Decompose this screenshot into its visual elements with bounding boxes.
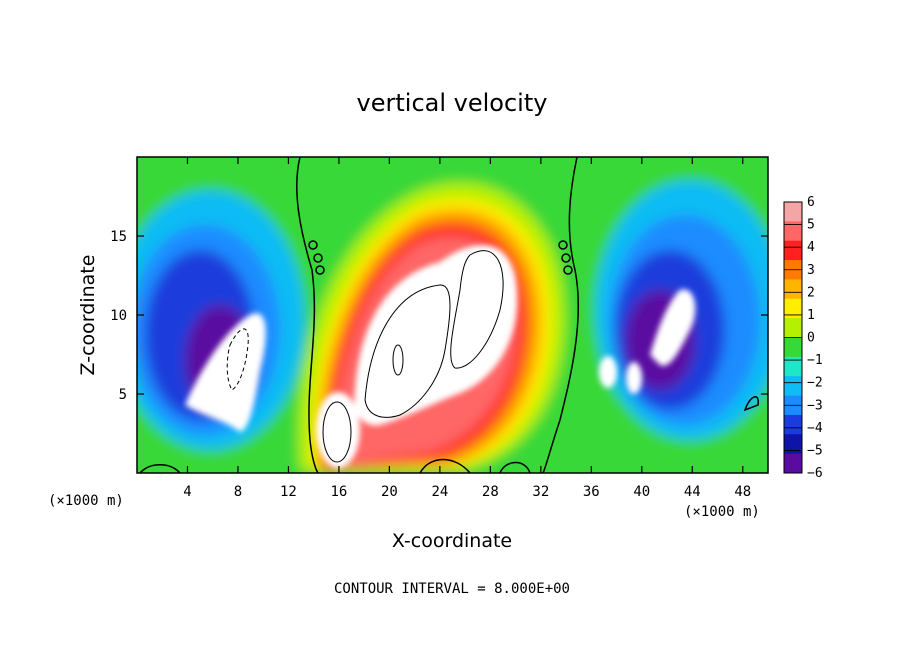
y-tick-label: 10 xyxy=(110,308,127,324)
colorbar-swatch xyxy=(784,434,802,455)
updraft-contour-low xyxy=(322,401,352,463)
x-tick-label: 36 xyxy=(583,484,600,500)
colorbar-tick-label: 6 xyxy=(807,195,815,210)
y-axis-ticks: 5 10 15 xyxy=(110,229,768,403)
colorbar-tick-label: −6 xyxy=(807,466,823,481)
colorbar-swatch xyxy=(784,414,802,435)
colorbar-swatch xyxy=(784,376,802,397)
updraft-contour-small xyxy=(392,344,404,376)
colorbar-tick-label: 5 xyxy=(807,218,815,233)
left-downdraft-contour xyxy=(226,328,249,391)
x-tick-label: 28 xyxy=(482,484,499,500)
x-tick-label: 16 xyxy=(330,484,347,500)
updraft-contour-inner xyxy=(364,284,451,418)
colorbar-tick-label: −4 xyxy=(807,421,823,436)
x-unit-label-left: (×1000 m) xyxy=(48,493,124,509)
x-tick-label: 4 xyxy=(183,484,191,500)
zero-contour-left xyxy=(296,157,319,473)
updraft-core-left-lobe xyxy=(354,245,518,426)
contour-loop xyxy=(743,396,759,412)
colorbar-swatch xyxy=(784,453,802,474)
contour-lines xyxy=(139,157,759,473)
colorbar-tick-label: 0 xyxy=(807,331,815,346)
surface-contour xyxy=(419,458,471,473)
updraft-contours xyxy=(322,250,504,463)
y-axis-label: Z-coordinate xyxy=(77,255,99,376)
colorbar-swatch xyxy=(784,356,802,377)
colorbar-tick-label: −1 xyxy=(807,353,823,368)
x-unit-label-right: (×1000 m) xyxy=(684,504,760,520)
colorbar: 6 5 4 3 2 1 0 −1 −2 −3 −4 −5 −6 xyxy=(783,195,823,481)
right-downdraft-extreme-1 xyxy=(650,289,696,366)
x-tick-label: 32 xyxy=(532,484,549,500)
colorbar-swatch xyxy=(784,221,802,242)
surface-contour xyxy=(499,461,531,473)
contour-loop xyxy=(563,265,573,275)
x-tick-label: 48 xyxy=(734,484,751,500)
zero-contour-right xyxy=(542,157,580,473)
colorbar-swatch xyxy=(784,279,802,300)
x-tick-label: 40 xyxy=(633,484,650,500)
x-tick-label: 8 xyxy=(234,484,242,500)
updraft-contour-inner xyxy=(450,250,504,369)
colorbar-tick-label: 2 xyxy=(807,285,815,300)
colorbar-tick-label: −2 xyxy=(807,376,823,391)
x-tick-label: 20 xyxy=(381,484,398,500)
colorbar-tick-label: 3 xyxy=(807,263,815,278)
y-tick-label: 15 xyxy=(110,229,127,245)
contour-interval-note: CONTOUR INTERVAL = 8.000E+00 xyxy=(334,581,570,597)
right-downdraft-extreme-2 xyxy=(599,356,617,388)
colorbar-swatch xyxy=(784,298,802,319)
x-tick-label: 44 xyxy=(684,484,701,500)
contour-loop xyxy=(313,253,323,263)
contour-loop xyxy=(558,240,568,250)
chart-title: vertical velocity xyxy=(357,89,548,117)
colorbar-swatch xyxy=(784,202,802,222)
contour-loop xyxy=(308,240,318,250)
colorbar-swatch xyxy=(784,318,802,338)
contour-loop xyxy=(315,265,325,275)
colorbar-tick-label: −5 xyxy=(807,443,823,458)
x-tick-label: 12 xyxy=(280,484,297,500)
contour-loop xyxy=(561,253,571,263)
downdraft-contours xyxy=(226,328,249,391)
velocity-field xyxy=(137,157,768,473)
colorbar-tick-label: 1 xyxy=(807,308,815,323)
y-tick-label: 5 xyxy=(119,387,127,403)
colorbar-swatch xyxy=(784,240,802,261)
colorbar-tick-label: −3 xyxy=(807,398,823,413)
x-axis-ticks: 4 8 12 16 20 24 28 32 36 40 44 48 xyxy=(183,157,751,500)
left-downdraft-extreme xyxy=(185,313,266,432)
colorbar-tick-label: 4 xyxy=(807,240,815,255)
surface-contour xyxy=(139,464,181,473)
x-axis-label: X-coordinate xyxy=(392,530,512,552)
right-downdraft-extreme-3 xyxy=(626,362,642,394)
colorbar-swatch xyxy=(784,337,802,358)
x-tick-label: 24 xyxy=(431,484,448,500)
